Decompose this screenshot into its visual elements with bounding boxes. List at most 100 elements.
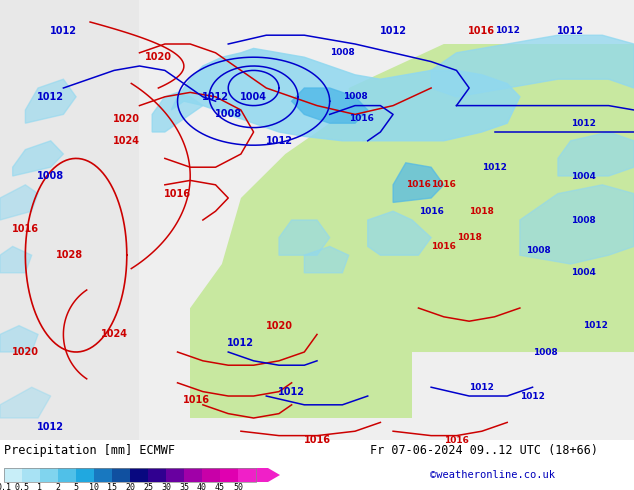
Text: 1004: 1004: [571, 269, 596, 277]
Text: 1012: 1012: [520, 392, 545, 400]
Bar: [130, 468, 148, 482]
Text: 1018: 1018: [456, 233, 482, 242]
Text: 1012: 1012: [228, 338, 254, 348]
Polygon shape: [0, 326, 38, 352]
Bar: [184, 468, 202, 482]
Polygon shape: [279, 220, 330, 255]
Bar: [238, 468, 256, 482]
Polygon shape: [0, 0, 634, 66]
Text: 1008: 1008: [330, 49, 355, 57]
Bar: [40, 468, 58, 482]
Text: 1016: 1016: [418, 207, 444, 216]
Text: ©weatheronline.co.uk: ©weatheronline.co.uk: [430, 470, 555, 480]
Bar: [202, 468, 220, 482]
Bar: [4, 468, 22, 482]
Text: 10: 10: [89, 483, 99, 490]
Text: 1012: 1012: [469, 383, 495, 392]
FancyArrow shape: [256, 468, 280, 482]
Text: 1012: 1012: [37, 92, 64, 102]
Text: 1012: 1012: [482, 163, 507, 172]
Text: 1012: 1012: [37, 422, 64, 432]
Text: 1012: 1012: [278, 387, 305, 396]
Text: 5: 5: [74, 483, 79, 490]
Text: Fr 07-06-2024 09..12 UTC (18+66): Fr 07-06-2024 09..12 UTC (18+66): [370, 444, 598, 457]
Polygon shape: [190, 308, 412, 418]
Polygon shape: [0, 0, 139, 440]
Text: 1012: 1012: [557, 26, 584, 36]
Text: 1012: 1012: [495, 26, 520, 35]
Text: 1008: 1008: [533, 347, 558, 357]
Text: 1016: 1016: [406, 180, 431, 189]
Bar: [220, 468, 238, 482]
Text: 1012: 1012: [583, 321, 609, 330]
Text: 1012: 1012: [380, 26, 406, 36]
Bar: [4, 468, 256, 482]
Polygon shape: [431, 35, 634, 97]
Polygon shape: [0, 0, 114, 176]
Polygon shape: [368, 211, 431, 255]
Text: 1020: 1020: [145, 52, 172, 62]
Text: 0.1: 0.1: [0, 483, 11, 490]
Text: Precipitation [mm] ECMWF: Precipitation [mm] ECMWF: [4, 444, 175, 457]
Text: 1008: 1008: [342, 92, 368, 101]
Polygon shape: [393, 163, 444, 202]
Text: 1004: 1004: [240, 92, 267, 102]
Text: 1020: 1020: [12, 347, 39, 357]
Polygon shape: [190, 110, 634, 352]
Text: 1016: 1016: [349, 114, 374, 123]
Text: 40: 40: [197, 483, 207, 490]
Text: 50: 50: [233, 483, 243, 490]
Text: 1028: 1028: [56, 250, 83, 260]
Text: 1008: 1008: [215, 109, 242, 120]
Text: 1024: 1024: [101, 329, 127, 340]
Text: 35: 35: [179, 483, 189, 490]
Polygon shape: [520, 185, 634, 264]
Text: 1016: 1016: [444, 436, 469, 444]
Text: 25: 25: [143, 483, 153, 490]
Text: 1: 1: [37, 483, 42, 490]
Bar: [94, 468, 112, 482]
Text: 30: 30: [161, 483, 171, 490]
Text: 0.5: 0.5: [15, 483, 30, 490]
Text: 2: 2: [56, 483, 60, 490]
Text: 1012: 1012: [202, 92, 229, 102]
Text: 1016: 1016: [304, 435, 330, 445]
Bar: [58, 468, 76, 482]
Polygon shape: [171, 49, 520, 141]
Polygon shape: [349, 44, 634, 110]
Text: 1016: 1016: [431, 180, 456, 189]
Bar: [148, 468, 166, 482]
Polygon shape: [456, 66, 634, 176]
Text: 1012: 1012: [50, 26, 77, 36]
Text: 1020: 1020: [266, 320, 292, 331]
Polygon shape: [25, 79, 76, 123]
Polygon shape: [0, 387, 51, 418]
Text: 1008: 1008: [571, 216, 596, 224]
Polygon shape: [558, 132, 634, 176]
Polygon shape: [152, 93, 203, 132]
Text: 1018: 1018: [469, 207, 495, 216]
Polygon shape: [0, 246, 32, 273]
Text: 1008: 1008: [526, 246, 552, 255]
Text: 20: 20: [125, 483, 135, 490]
Text: 15: 15: [107, 483, 117, 490]
Bar: [112, 468, 130, 482]
Text: 1008: 1008: [37, 171, 64, 181]
Text: 1016: 1016: [12, 224, 39, 234]
Text: 1016: 1016: [183, 395, 210, 405]
Bar: [166, 468, 184, 482]
Text: 1004: 1004: [571, 172, 596, 180]
Text: 1024: 1024: [113, 136, 140, 146]
Bar: [76, 468, 94, 482]
Text: 1016: 1016: [431, 242, 456, 251]
Polygon shape: [292, 88, 368, 123]
Polygon shape: [13, 141, 63, 176]
Text: 1016: 1016: [164, 189, 191, 198]
Text: 1012: 1012: [571, 119, 596, 128]
Text: 1016: 1016: [469, 26, 495, 36]
Text: 1012: 1012: [266, 136, 292, 146]
Bar: [22, 468, 40, 482]
Polygon shape: [304, 246, 349, 273]
Text: 1020: 1020: [113, 114, 140, 124]
Text: 45: 45: [215, 483, 225, 490]
